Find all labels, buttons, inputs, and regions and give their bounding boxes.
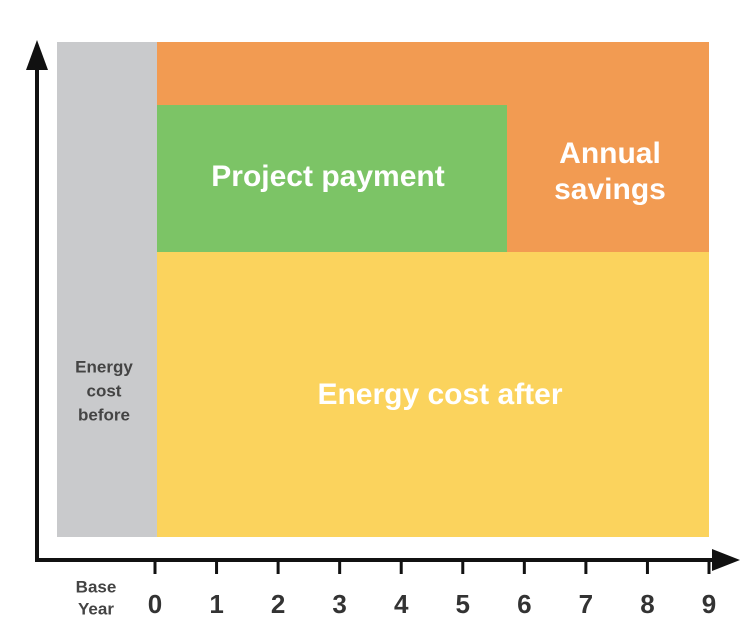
tick-label: 5 <box>456 589 470 619</box>
tick-label: 4 <box>394 589 409 619</box>
tick-label: 9 <box>702 589 716 619</box>
tick-label: 6 <box>517 589 531 619</box>
payment-label: Project payment <box>211 160 444 193</box>
before-region <box>57 42 157 537</box>
y-arrow <box>26 40 48 70</box>
base-label: Year <box>78 599 114 618</box>
before-label: cost <box>87 381 122 400</box>
before-label: Energy <box>75 357 133 376</box>
after-label: Energy cost after <box>317 378 562 411</box>
tick-label: 0 <box>148 589 162 619</box>
base-label: Base <box>76 577 117 596</box>
tick-label: 8 <box>640 589 654 619</box>
tick-label: 1 <box>209 589 223 619</box>
savings-label: Annual <box>559 137 661 170</box>
ticks: 0 1 2 3 4 5 6 7 8 9 <box>148 562 716 619</box>
tick-label: 3 <box>332 589 346 619</box>
payment-region <box>157 105 507 252</box>
before-label: before <box>78 405 130 424</box>
tick-label: 7 <box>579 589 593 619</box>
savings-label: savings <box>554 173 666 206</box>
after-region <box>157 252 709 537</box>
tick-label: 2 <box>271 589 285 619</box>
x-arrow <box>712 549 740 571</box>
